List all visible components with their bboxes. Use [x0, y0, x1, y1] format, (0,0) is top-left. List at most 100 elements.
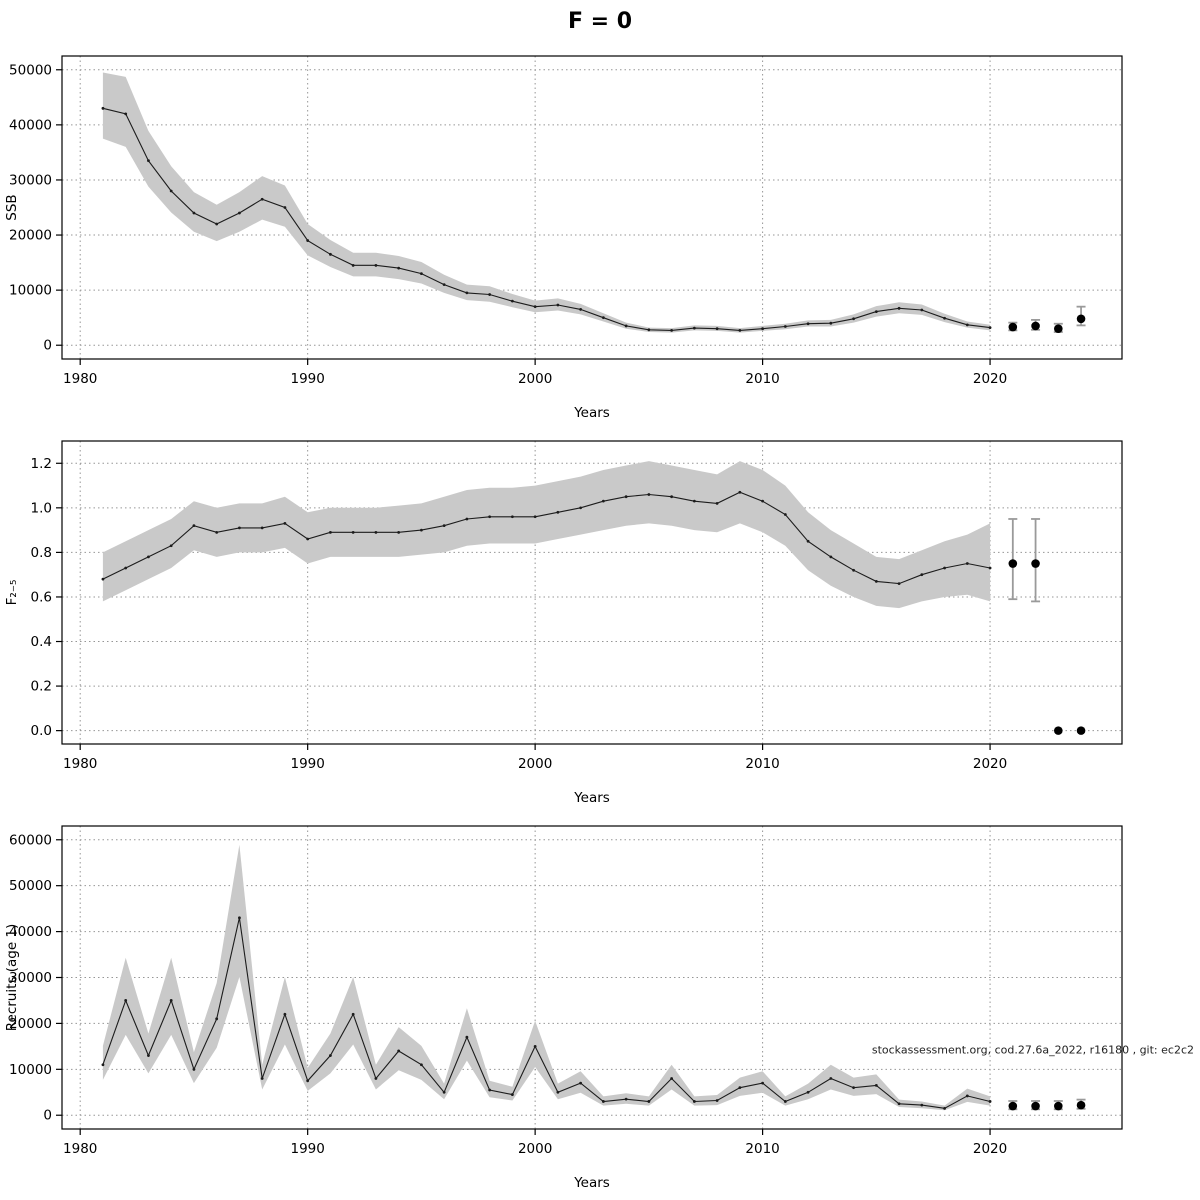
- data-point: [238, 211, 241, 215]
- data-point: [169, 999, 173, 1002]
- x-tick-label: 1990: [290, 756, 324, 772]
- data-point: [465, 291, 469, 295]
- data-point: [692, 499, 696, 503]
- data-point: [806, 322, 810, 326]
- data-point: [852, 1086, 855, 1090]
- data-point: [192, 1067, 196, 1071]
- data-point: [306, 1079, 310, 1083]
- y-tick-label: 50000: [9, 878, 52, 894]
- data-point: [715, 327, 719, 331]
- data-point: [397, 266, 401, 270]
- y-tick-label: 10000: [9, 1062, 52, 1078]
- y-tick-label: 10000: [9, 283, 52, 299]
- data-point: [874, 310, 878, 314]
- recruits-panel: 1980 1990 2000 2010 2020 0 10000 20000 30000 4000…: [4, 825, 1194, 1191]
- y-tick-label: 60000: [9, 832, 52, 848]
- data-point: [465, 1035, 469, 1039]
- data-point: [533, 1044, 537, 1048]
- data-point: [761, 1081, 765, 1085]
- y-tick-label: 0: [43, 1108, 52, 1124]
- data-point: [351, 263, 355, 267]
- data-point: [329, 252, 332, 256]
- data-point: [124, 999, 128, 1002]
- data-point: [579, 308, 583, 311]
- data-point: [306, 239, 310, 242]
- data-point: [806, 1090, 810, 1094]
- data-point: [988, 566, 992, 570]
- data-point: [442, 524, 446, 528]
- data-point: [897, 306, 901, 310]
- y-tick-label: 30000: [9, 970, 52, 986]
- data-point: [169, 544, 173, 548]
- data-point: [329, 530, 332, 534]
- data-point: [329, 1054, 332, 1057]
- data-point: [374, 263, 378, 267]
- data-point: [783, 1100, 787, 1103]
- x-tick-label: 2000: [518, 1141, 552, 1157]
- fishing-mortality-panel: 1980 1990 2000 2010 2020 0.0 0.2 0.4 0.6 0.8 1.0 1.…: [4, 440, 1123, 806]
- y-tick-label: 0.0: [31, 723, 52, 739]
- data-point: [147, 555, 150, 559]
- x-tick-label: 2020: [973, 371, 1007, 387]
- data-point: [556, 510, 560, 514]
- data-point: [465, 517, 469, 521]
- data-point: [419, 272, 423, 276]
- x-axis-label: Years: [573, 1175, 610, 1191]
- data-point: [374, 1077, 378, 1080]
- y-tick-label: 1.2: [31, 456, 52, 472]
- forecast-point: [1031, 321, 1040, 331]
- x-tick-label: 2000: [518, 756, 552, 772]
- data-point: [920, 308, 924, 312]
- figure-title: F = 0: [567, 9, 633, 34]
- data-point: [829, 555, 833, 559]
- data-point: [579, 506, 583, 510]
- data-point: [215, 530, 219, 534]
- forecast-point: [1031, 559, 1040, 568]
- data-point: [601, 316, 605, 320]
- data-point: [738, 490, 742, 494]
- data-point: [147, 159, 150, 163]
- data-point: [897, 582, 901, 585]
- data-point: [556, 1090, 560, 1094]
- y-tick-label: 0: [43, 338, 52, 354]
- data-point: [215, 222, 219, 226]
- data-point: [442, 283, 446, 287]
- data-point: [920, 573, 924, 577]
- y-tick-label: 50000: [9, 62, 52, 78]
- y-tick-label: 20000: [9, 1016, 52, 1032]
- data-point: [670, 1077, 674, 1080]
- data-point: [670, 328, 674, 332]
- data-point: [943, 316, 946, 320]
- data-point: [988, 326, 992, 329]
- forecast-point: [1008, 559, 1018, 568]
- confidence-band: [102, 72, 991, 333]
- data-point: [192, 211, 196, 215]
- data-point: [852, 317, 855, 321]
- y-tick-label: 0.2: [31, 679, 52, 695]
- data-point: [283, 206, 287, 209]
- data-point: [920, 1103, 924, 1107]
- data-point: [579, 1081, 583, 1085]
- forecast-point: [1076, 726, 1086, 735]
- data-point: [874, 1083, 878, 1087]
- y-axis-label: F₂₋₅: [4, 580, 20, 606]
- y-tick-label: 20000: [9, 228, 52, 244]
- y-tick-label: 1.0: [31, 500, 52, 516]
- x-tick-label: 2000: [518, 371, 552, 387]
- data-point: [510, 515, 514, 519]
- data-point: [101, 1063, 105, 1067]
- y-tick-label: 40000: [9, 924, 52, 940]
- data-point: [442, 1090, 446, 1094]
- x-tick-label: 1980: [63, 1141, 97, 1157]
- data-point: [374, 530, 378, 534]
- data-point: [260, 1077, 264, 1080]
- data-point: [419, 1063, 423, 1067]
- x-tick-label: 2010: [745, 756, 779, 772]
- data-point: [397, 1049, 401, 1053]
- data-point: [260, 526, 264, 530]
- data-point: [806, 539, 810, 543]
- data-point: [601, 1100, 605, 1103]
- forecast-point: [1008, 1101, 1018, 1111]
- data-point: [215, 1017, 219, 1021]
- data-point: [783, 513, 787, 516]
